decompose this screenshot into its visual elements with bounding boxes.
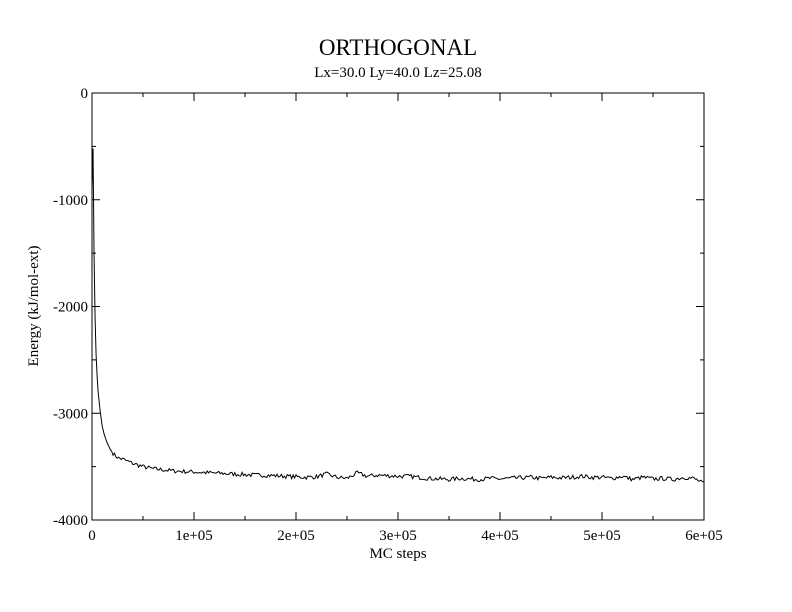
y-tick-label: -4000 <box>53 513 88 529</box>
y-tick-label: -1000 <box>53 193 88 209</box>
y-tick-label: -2000 <box>53 300 88 316</box>
x-tick-label: 0 <box>88 528 96 544</box>
chart-subtitle: Lx=30.0 Ly=40.0 Lz=25.08 <box>314 65 481 81</box>
x-tick-label: 3e+05 <box>379 528 417 544</box>
y-axis-label: Energy (kJ/mol-ext) <box>26 246 42 367</box>
x-tick-label: 1e+05 <box>175 528 213 544</box>
x-axis-label: MC steps <box>369 546 426 562</box>
x-tick-label: 2e+05 <box>277 528 315 544</box>
series-line-energy <box>91 148 705 483</box>
x-tick-label: 4e+05 <box>481 528 519 544</box>
x-tick-label: 5e+05 <box>583 528 621 544</box>
x-tick-label: 6e+05 <box>685 528 723 544</box>
y-tick-label: 0 <box>81 86 89 102</box>
y-tick-label: -3000 <box>53 406 88 422</box>
axis-tick-labels: 0 1e+05 2e+05 3e+05 4e+05 5e+05 6e+05 0 -1000 -20… <box>53 86 723 544</box>
plot-frame <box>91 92 705 521</box>
axis-ticks <box>91 92 705 521</box>
chart-title: ORTHOGONAL <box>319 35 477 60</box>
